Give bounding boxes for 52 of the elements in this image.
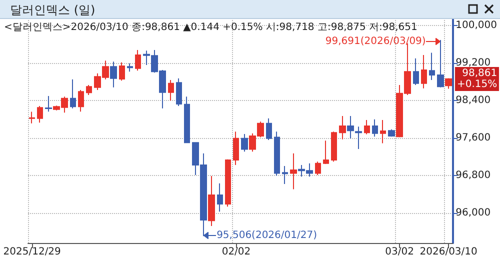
candlestick	[184, 96, 190, 144]
y-tick-label: 96,000	[456, 208, 491, 218]
annotation: 95,506(2026/01/27)	[216, 230, 317, 241]
candlestick	[347, 115, 354, 139]
candlestick	[241, 133, 248, 152]
candlestick	[45, 96, 52, 112]
annotation: 99,691(2026/03/09)	[325, 36, 426, 48]
y-tick-label: 98,400	[456, 95, 491, 106]
candlestick	[233, 131, 239, 166]
candlestick	[225, 158, 231, 208]
candlestick	[323, 140, 329, 164]
candlestick	[437, 39, 444, 88]
candlestick	[339, 115, 346, 140]
candlestick	[208, 175, 215, 226]
x-tick-label: 2026/03/10	[420, 246, 478, 258]
candlestick	[135, 50, 141, 72]
candlestick	[29, 111, 35, 124]
candlestick	[110, 61, 117, 88]
candlestick	[86, 84, 92, 96]
candlestick	[413, 58, 419, 86]
candlestick	[70, 78, 76, 109]
candlestick	[388, 128, 395, 138]
candlestick	[380, 120, 386, 144]
candlestick	[78, 90, 84, 112]
candlestick	[119, 62, 125, 82]
candlestick	[331, 131, 337, 162]
candlestick	[372, 118, 378, 138]
candlestick	[37, 105, 43, 124]
candlestick	[290, 152, 297, 190]
candlestick	[282, 165, 288, 184]
y-tick-label: 100,000	[456, 20, 498, 31]
chart-title: 달러인덱스 (일)	[10, 2, 96, 19]
y-tick-label: 99,200	[456, 58, 491, 68]
candlestick	[429, 52, 435, 80]
candlestick	[176, 78, 182, 106]
candlestick	[364, 120, 370, 135]
y-tick-label: 97,600	[456, 132, 491, 144]
candlestick	[266, 118, 272, 140]
candlestick	[274, 131, 280, 176]
candlestick	[168, 79, 174, 102]
y-tick-label: 96,800	[456, 170, 491, 181]
candlestick	[445, 78, 452, 90]
text: 98,861 +0.15%	[455, 66, 500, 91]
x-tick-label: 2025/12/29	[3, 246, 61, 258]
candlestick	[355, 126, 362, 150]
x-tick-label: 02/02	[222, 246, 251, 258]
candlestick	[421, 54, 427, 89]
candlestick	[315, 161, 321, 176]
x-tick-label: 03/02	[385, 246, 414, 258]
candlestick	[127, 62, 133, 72]
chart-subtitle: <달러인덱스>2026/03/10 종:98,861 ▲0.144 +0.15% 시:98,718 고:98,875 저:98,651	[4, 21, 418, 34]
candlestick	[217, 182, 223, 212]
